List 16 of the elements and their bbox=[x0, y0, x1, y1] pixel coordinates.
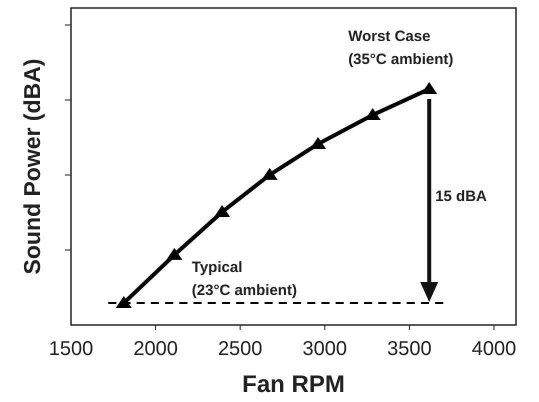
point bbox=[421, 82, 438, 94]
point bbox=[166, 248, 182, 260]
x-tick-label: 3500 bbox=[387, 338, 432, 360]
x-axis-title: Fan RPM bbox=[242, 371, 345, 398]
x-tick-label: 2000 bbox=[133, 338, 178, 360]
x-tick-label: 4000 bbox=[472, 338, 516, 360]
text: Worst Case (35°C ambient) bbox=[348, 28, 454, 68]
point bbox=[310, 136, 326, 149]
x-tick-label: 2500 bbox=[218, 338, 262, 360]
x-tick-label: 3000 bbox=[302, 338, 348, 360]
annotation: Typical (23°C ambient) bbox=[192, 259, 297, 300]
annotation: 15 dBA bbox=[435, 188, 488, 206]
point bbox=[262, 168, 278, 180]
x-tick-label: 1500 bbox=[48, 338, 94, 360]
y-axis-title: Sound Power (dBA) bbox=[19, 58, 45, 274]
point bbox=[214, 204, 230, 217]
